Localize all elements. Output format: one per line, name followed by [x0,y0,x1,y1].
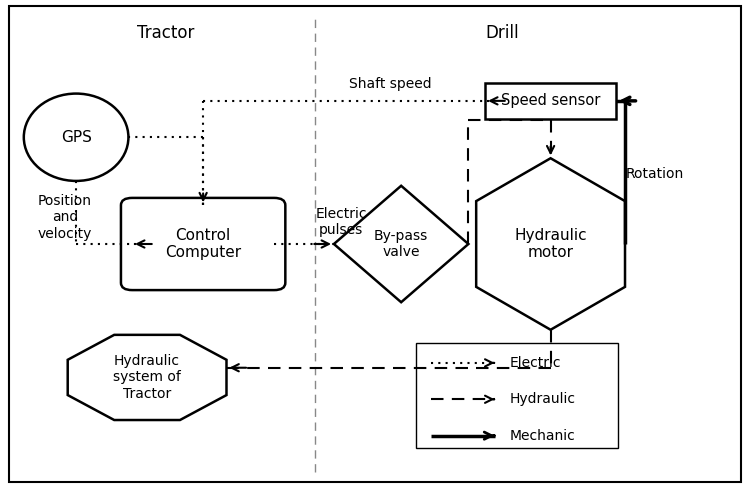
Text: GPS: GPS [61,130,92,145]
Text: Electric: Electric [509,356,561,370]
Text: Hydraulic: Hydraulic [509,392,575,407]
Text: Tractor: Tractor [137,24,194,42]
Text: Rotation: Rotation [626,166,684,181]
Polygon shape [68,335,226,420]
Text: Control
Computer: Control Computer [165,228,242,260]
Polygon shape [334,186,469,302]
Ellipse shape [24,94,128,181]
Text: Electric
pulses: Electric pulses [316,207,368,237]
FancyBboxPatch shape [416,344,618,448]
FancyBboxPatch shape [9,6,741,482]
Text: Mechanic: Mechanic [509,428,575,443]
FancyBboxPatch shape [121,198,285,290]
Text: Speed sensor: Speed sensor [501,93,600,108]
Text: Position
and
velocity: Position and velocity [38,194,92,241]
Text: Drill: Drill [485,24,519,42]
FancyBboxPatch shape [485,82,616,119]
Text: Shaft speed: Shaft speed [349,77,431,91]
Text: Hydraulic
system of
Tractor: Hydraulic system of Tractor [113,354,181,401]
Text: By-pass
valve: By-pass valve [374,229,428,259]
Polygon shape [476,158,625,330]
Text: Hydraulic
motor: Hydraulic motor [514,228,587,260]
